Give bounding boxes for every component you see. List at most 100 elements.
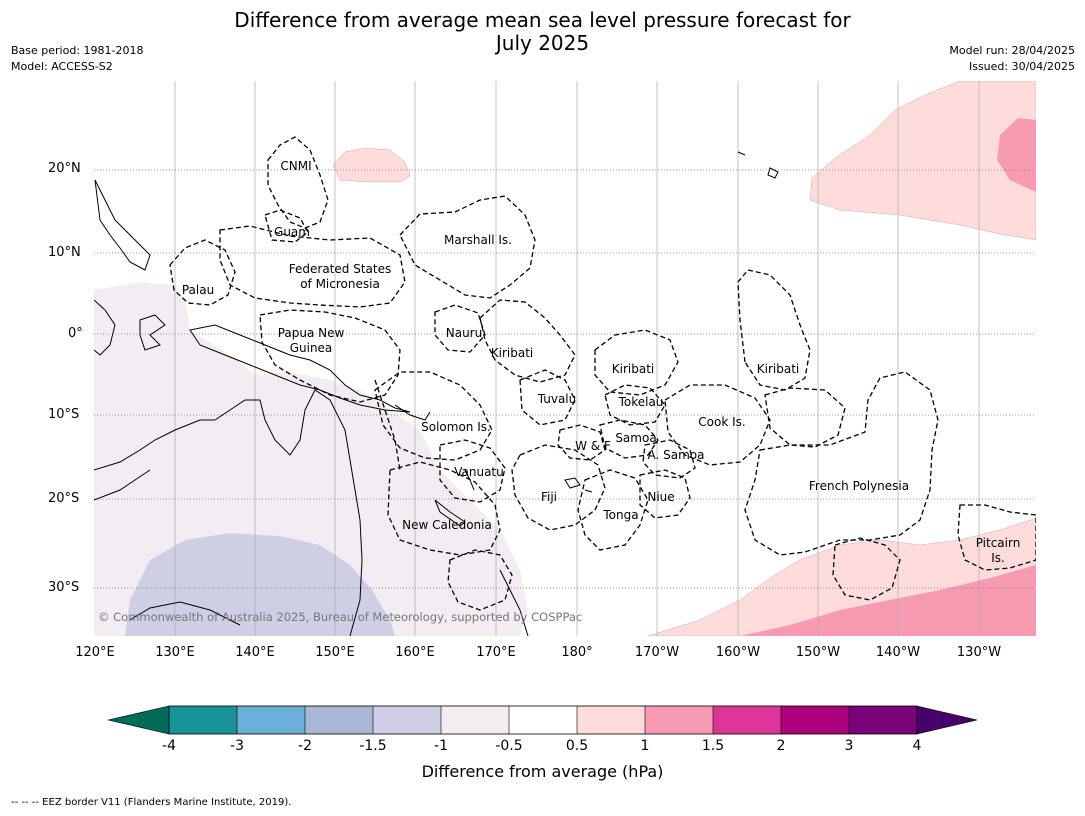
new-zealand-north-coast — [499, 569, 529, 636]
label-pitcairn-1: Pitcairn — [976, 536, 1021, 550]
model: Model: ACCESS-S2 — [11, 60, 113, 73]
eez-borders — [169, 136, 1036, 611]
eez-nauru — [434, 304, 486, 353]
colorbar-tick-12: 4 — [912, 738, 922, 754]
label-american-samoa: A. Samoa — [648, 448, 705, 462]
lon-label-150e: 150°E — [315, 645, 355, 660]
lon-label-170w: 170°W — [634, 645, 680, 660]
lon-label-170e: 170°E — [476, 645, 516, 660]
eez-tonga — [577, 469, 649, 551]
label-french-polynesia: French Polynesia — [809, 479, 909, 493]
lon-label-130w: 130°W — [956, 645, 1002, 660]
hawaii-coast — [737, 151, 779, 179]
colorbar-label: Difference from average (hPa) — [421, 762, 664, 781]
meta-left: Base period: 1981-2018 Model: ACCESS-S2 — [11, 43, 143, 75]
eez-solomon — [374, 371, 493, 461]
footer-eez-note: -- -- -- EEZ border V11 (Flanders Marine… — [11, 797, 292, 808]
label-tuvalu: Tuvalu — [537, 392, 577, 406]
eez-new-caledonia — [387, 461, 501, 556]
lon-label-150w: 150°W — [795, 645, 841, 660]
eez-marshall — [399, 195, 536, 299]
label-png-2: Guinea — [290, 341, 333, 355]
lat-label-20s: 20°S — [48, 491, 80, 506]
lat-label-20n: 20°N — [48, 161, 81, 176]
eez-palau — [169, 239, 236, 306]
eez-american-samoa — [642, 439, 696, 479]
label-cook: Cook Is. — [698, 415, 745, 429]
new-caledonia-coast — [434, 499, 466, 527]
eez-cnmi — [267, 136, 329, 229]
eez-norfolk — [447, 549, 513, 611]
label-png-1: Papua New — [278, 326, 345, 340]
colorbar-arrow-low — [107, 705, 170, 735]
label-kiribati-central: Kiribati — [612, 362, 654, 376]
title-line-1: Difference from average mean sea level p… — [234, 8, 851, 32]
lon-label-130e: 130°E — [155, 645, 195, 660]
colorbar-segment-10 — [781, 706, 849, 734]
copyright: © Commonwealth of Australia 2025, Bureau… — [98, 610, 582, 624]
lon-label-120e: 120°E — [75, 645, 115, 660]
lat-label-0: 0° — [68, 326, 83, 341]
eez-samoa — [599, 419, 659, 459]
colorbar-tick-2: -3 — [230, 738, 244, 754]
lon-label-180: 180° — [561, 645, 593, 660]
colorbar-arrow-high — [916, 705, 978, 735]
lon-label-140e: 140°E — [235, 645, 275, 660]
eez-fiji — [511, 444, 606, 531]
lat-label-10s: 10°S — [48, 407, 80, 422]
latitude-lines — [94, 169, 1036, 589]
colorbar-tick-3: -2 — [298, 738, 312, 754]
colorbar-tick-9: 1.5 — [701, 738, 725, 754]
anomaly-area-pink-north — [809, 81, 1036, 241]
eez-cook — [664, 384, 771, 466]
lat-label-10n: 10°N — [48, 245, 81, 260]
label-solomon: Solomon Is. — [421, 420, 491, 434]
eez-pitcairn — [957, 504, 1036, 571]
label-samoa: Samoa — [615, 431, 656, 445]
label-cnmi: CNMI — [280, 159, 311, 173]
colorbar-tick-5: -1 — [434, 738, 448, 754]
lat-label-30s: 30°S — [48, 580, 80, 595]
label-pitcairn-2: Is. — [991, 551, 1005, 565]
label-kiribati-east: Kiribati — [757, 362, 799, 376]
lon-label-140w: 140°W — [875, 645, 921, 660]
label-tonga: Tonga — [602, 508, 638, 522]
base-period: Base period: 1981-2018 — [11, 44, 144, 57]
issued: Issued: 30/04/2025 — [968, 60, 1075, 73]
australia-south-coast — [129, 601, 241, 626]
eez-png — [259, 309, 401, 403]
colorbar-segment-6 — [509, 706, 577, 734]
eez-pitcairn-small — [832, 537, 901, 601]
colorbar-tick-1: -4 — [162, 738, 176, 754]
label-fsm-1: Federated States — [289, 262, 391, 276]
anomaly-area-mid-pink-north — [997, 118, 1036, 192]
eez-vanuatu — [439, 439, 506, 503]
anomaly-area-pink-small — [332, 147, 411, 183]
australia-southwest-coast — [94, 469, 151, 501]
philippines-coast — [94, 179, 151, 271]
eez-fsm — [219, 225, 406, 308]
colorbar-tick-7: 0.5 — [565, 738, 589, 754]
lon-label-160w: 160°W — [715, 645, 761, 660]
eez-kiribati-central — [594, 329, 679, 396]
anomaly-area-mid-pink-south — [740, 565, 1036, 636]
colorbar-tick-10: 2 — [776, 738, 786, 754]
colorbar-segment-1 — [169, 706, 237, 734]
eez-line-islands — [764, 387, 846, 448]
label-fiji: Fiji — [541, 490, 557, 504]
map: CNMI Guam Marshall Is. Federated States … — [94, 81, 1036, 636]
label-new-caledonia: New Caledonia — [402, 518, 492, 532]
label-guam: Guam — [274, 225, 310, 239]
eez-tuvalu — [519, 369, 576, 426]
sulawesi-coast — [139, 314, 166, 351]
label-nauru: Nauru — [446, 326, 482, 340]
colorbar-tick-11: 3 — [844, 738, 854, 754]
eez-kiribati-west — [479, 299, 576, 383]
model-run: Model run: 28/04/2025 — [949, 44, 1075, 57]
eez-french-polynesia — [744, 371, 939, 556]
colorbar-segment-7 — [577, 706, 645, 734]
australia-coast — [94, 389, 363, 636]
eez-tokelau — [604, 384, 666, 426]
label-vanuatu: Vanuatu — [454, 465, 504, 479]
colorbar-segment-11 — [849, 706, 917, 734]
